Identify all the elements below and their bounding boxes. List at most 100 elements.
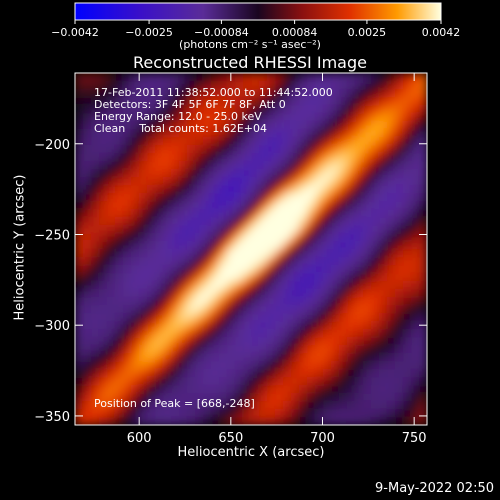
heatmap-cell bbox=[99, 377, 108, 386]
heatmap-cell bbox=[315, 377, 324, 386]
y-tick-label: −200 bbox=[34, 138, 70, 153]
heatmap-cell bbox=[395, 73, 404, 82]
heatmap-cell bbox=[371, 353, 380, 362]
heatmap-cell bbox=[283, 233, 292, 242]
heatmap-cell bbox=[131, 345, 140, 354]
heatmap-cell bbox=[179, 129, 188, 138]
heatmap-cell bbox=[275, 361, 284, 370]
heatmap-cell bbox=[139, 401, 148, 410]
heatmap-cell bbox=[123, 401, 132, 410]
heatmap-cell bbox=[395, 233, 404, 242]
heatmap-cell bbox=[203, 385, 212, 394]
heatmap-cell bbox=[291, 169, 300, 178]
heatmap-cell bbox=[355, 233, 364, 242]
heatmap-cell bbox=[251, 353, 260, 362]
heatmap-cell bbox=[227, 321, 236, 330]
heatmap-cell bbox=[123, 153, 132, 162]
heatmap-cell bbox=[243, 105, 252, 114]
heatmap-cell bbox=[299, 401, 308, 410]
heatmap-cell bbox=[171, 297, 180, 306]
x-tick-label: 600 bbox=[127, 431, 152, 446]
heatmap-cell bbox=[307, 105, 316, 114]
heatmap-cell bbox=[339, 297, 348, 306]
heatmap-cell bbox=[99, 361, 108, 370]
heatmap-cell bbox=[275, 129, 284, 138]
heatmap-cell bbox=[379, 121, 388, 130]
heatmap-cell bbox=[219, 337, 228, 346]
heatmap-cell bbox=[363, 97, 372, 106]
heatmap-cell bbox=[155, 257, 164, 266]
heatmap-cell bbox=[379, 193, 388, 202]
heatmap-cell bbox=[115, 73, 124, 82]
heatmap-cell bbox=[251, 241, 260, 250]
heatmap-cell bbox=[315, 337, 324, 346]
heatmap-cell bbox=[259, 81, 268, 90]
heatmap-cell bbox=[155, 321, 164, 330]
heatmap-cell bbox=[179, 113, 188, 122]
heatmap-cell bbox=[243, 369, 252, 378]
heatmap-cell bbox=[339, 401, 348, 410]
heatmap-cell bbox=[315, 297, 324, 306]
heatmap-cell bbox=[163, 129, 172, 138]
heatmap-cell bbox=[347, 289, 356, 298]
heatmap-cell bbox=[107, 329, 116, 338]
heatmap-cell bbox=[155, 329, 164, 338]
heatmap-cell bbox=[291, 377, 300, 386]
heatmap-cell bbox=[91, 137, 100, 146]
heatmap-cell bbox=[339, 169, 348, 178]
heatmap-cell bbox=[379, 361, 388, 370]
heatmap-cell bbox=[195, 385, 204, 394]
heatmap-cell bbox=[387, 121, 396, 130]
heatmap-cell bbox=[171, 369, 180, 378]
y-tick-label: −350 bbox=[34, 410, 70, 425]
heatmap-cell bbox=[75, 233, 84, 242]
heatmap-cell bbox=[115, 409, 124, 418]
heatmap-cell bbox=[355, 369, 364, 378]
heatmap-cell bbox=[163, 289, 172, 298]
heatmap-cell bbox=[163, 161, 172, 170]
heatmap-cell bbox=[227, 393, 236, 402]
heatmap-cell bbox=[163, 377, 172, 386]
heatmap-cell bbox=[155, 113, 164, 122]
heatmap-cell bbox=[267, 153, 276, 162]
heatmap-cell bbox=[355, 177, 364, 186]
heatmap-cell bbox=[243, 377, 252, 386]
heatmap-cell bbox=[139, 113, 148, 122]
heatmap-cell bbox=[339, 417, 348, 425]
heatmap-cell bbox=[187, 409, 196, 418]
heatmap-cell bbox=[283, 153, 292, 162]
heatmap-cell bbox=[107, 385, 116, 394]
heatmap-cell bbox=[187, 225, 196, 234]
heatmap-cell bbox=[139, 89, 148, 98]
heatmap-cell bbox=[195, 105, 204, 114]
heatmap-cell bbox=[227, 313, 236, 322]
heatmap-cell bbox=[275, 73, 284, 82]
heatmap-cell bbox=[243, 177, 252, 186]
heatmap-cell bbox=[91, 337, 100, 346]
heatmap-cell bbox=[83, 361, 92, 370]
heatmap-cell bbox=[267, 161, 276, 170]
heatmap-cell bbox=[411, 241, 420, 250]
heatmap-cell bbox=[195, 409, 204, 418]
heatmap-cell bbox=[75, 337, 84, 346]
heatmap-cell bbox=[251, 145, 260, 154]
heatmap-cell bbox=[283, 97, 292, 106]
heatmap-cell bbox=[347, 169, 356, 178]
heatmap-cell bbox=[107, 73, 116, 82]
heatmap-cell bbox=[419, 153, 427, 162]
heatmap-cell bbox=[403, 361, 412, 370]
heatmap-cell bbox=[227, 97, 236, 106]
heatmap-cell bbox=[83, 177, 92, 186]
heatmap-cell bbox=[75, 97, 84, 106]
heatmap-cell bbox=[211, 369, 220, 378]
heatmap-cell bbox=[419, 385, 427, 394]
heatmap-cell bbox=[275, 385, 284, 394]
heatmap-cell bbox=[339, 121, 348, 130]
heatmap-cell bbox=[107, 345, 116, 354]
heatmap-cell bbox=[235, 305, 244, 314]
heatmap-cell bbox=[275, 289, 284, 298]
heatmap-cell bbox=[75, 201, 84, 210]
heatmap-cell bbox=[251, 329, 260, 338]
heatmap-cell bbox=[379, 129, 388, 138]
heatmap-cell bbox=[115, 121, 124, 130]
